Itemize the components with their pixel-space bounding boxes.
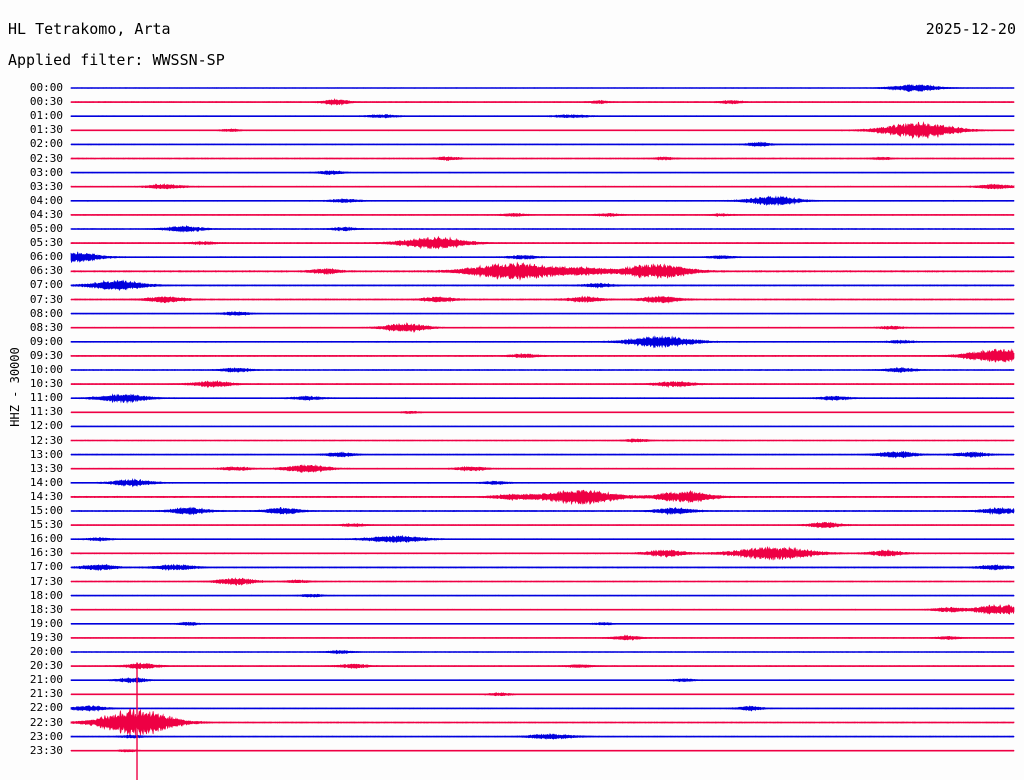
time-label-1800: 18:00 [29,588,63,602]
time-label-0530: 05:30 [29,236,63,250]
time-label-2200: 22:00 [29,701,63,715]
time-label-0600: 06:00 [29,250,63,264]
time-label-0330: 03:30 [29,179,63,193]
time-label-1030: 10:30 [29,377,63,391]
time-label-0030: 00:30 [29,95,63,109]
time-label-0630: 06:30 [29,264,63,278]
time-label-0830: 08:30 [29,320,63,334]
time-label-2100: 21:00 [29,673,63,687]
time-label-1630: 16:30 [29,546,63,560]
time-label-2300: 23:00 [29,729,63,743]
time-label-1200: 12:00 [29,419,63,433]
time-label-1100: 11:00 [29,391,63,405]
time-label-0100: 01:00 [29,109,63,123]
time-label-1400: 14:00 [29,475,63,489]
time-label-1330: 13:30 [29,461,63,475]
record-date: 2025-12-20 [925,20,1016,38]
time-label-1530: 15:30 [29,518,63,532]
time-label-0300: 03:00 [29,165,63,179]
time-label-0200: 02:00 [29,137,63,151]
time-label-0430: 04:30 [29,207,63,221]
time-label-2330: 23:30 [29,743,63,757]
time-label-1230: 12:30 [29,433,63,447]
time-label-0730: 07:30 [29,292,63,306]
time-label-0900: 09:00 [29,334,63,348]
time-label-2030: 20:30 [29,659,63,673]
time-label-2130: 21:30 [29,687,63,701]
time-label-1430: 14:30 [29,489,63,503]
page-title: HL Tetrakomo, Arta [8,20,171,38]
time-label-1930: 19:30 [29,630,63,644]
time-label-0800: 08:00 [29,306,63,320]
time-label-0700: 07:00 [29,278,63,292]
time-label-0230: 02:30 [29,151,63,165]
seismogram-plot: 00:00 00:30 01:00 01:30 02:00 02:30 03:00 03:30… [0,80,1024,780]
time-label-1730: 17:30 [29,574,63,588]
time-label-1300: 13:00 [29,447,63,461]
time-label-1830: 18:30 [29,602,63,616]
time-label-1500: 15:00 [29,504,63,517]
time-label-0930: 09:30 [29,348,63,362]
time-label-2230: 22:30 [29,715,63,729]
time-label-0000: 00:00 [29,81,63,94]
time-label-1130: 11:30 [29,405,63,419]
filter-label: Applied filter: WWSSN-SP [8,51,225,69]
time-label-1600: 16:00 [29,532,63,546]
time-label-1900: 19:00 [29,616,63,630]
time-label-1000: 10:00 [29,363,63,376]
time-label-0500: 05:00 [29,222,63,235]
seismogram-traces [70,84,1015,780]
time-label-0130: 01:30 [29,123,63,137]
time-label-0400: 04:00 [29,193,63,207]
time-label-1700: 17:00 [29,560,63,574]
time-label-2000: 20:00 [29,645,63,658]
